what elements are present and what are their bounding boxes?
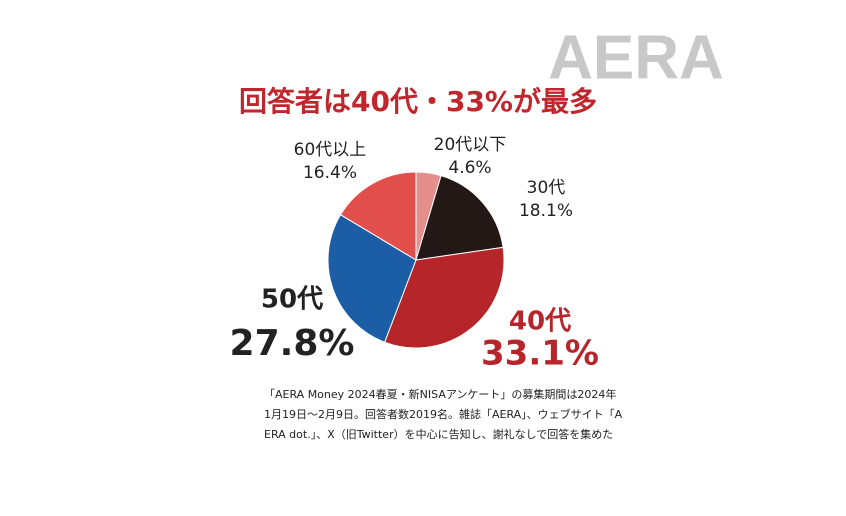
pie-slice (327, 214, 417, 343)
pie-slice (339, 171, 417, 261)
slice-category-label: 50代 (261, 285, 323, 315)
pie-slice (383, 246, 505, 349)
slice-value-label: 33.1% (481, 334, 599, 374)
slice-category-label: 60代以上 (294, 140, 367, 160)
slice-category-label: 40代 (509, 307, 571, 337)
footnote: ERA dot.」、X（旧Twitter）を中心に告知し、謝礼なしで回答を集めた (264, 427, 613, 441)
chart-title: 回答者は40代・33%が最多 (239, 85, 597, 118)
watermark: AERA (548, 23, 724, 92)
slice-value-label: 16.4% (303, 163, 357, 183)
footnote: 「AERA Money 2024春夏・新NISAアンケート」の募集期間は2024… (264, 387, 616, 401)
slice-value-label: 27.8% (230, 323, 355, 364)
pie-slice (415, 175, 504, 261)
slice-category-label: 20代以下 (434, 135, 507, 155)
slice-category-label: 30代 (527, 178, 566, 198)
slice-value-label: 4.6% (448, 158, 491, 178)
footnote: 1月19日〜2月9日。回答者数2019名。雑誌「AERA」、ウェブサイト「A (264, 407, 623, 421)
slice-value-label: 18.1% (519, 201, 573, 221)
